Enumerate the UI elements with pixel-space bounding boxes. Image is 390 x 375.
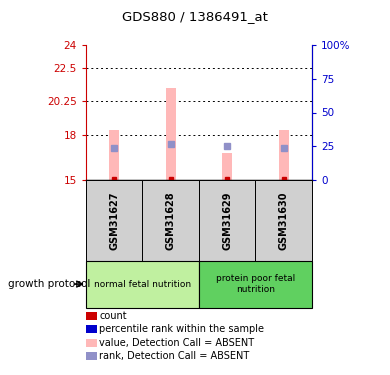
FancyBboxPatch shape	[255, 180, 312, 261]
Bar	[165, 88, 176, 180]
FancyBboxPatch shape	[142, 180, 199, 261]
Bar	[222, 153, 232, 180]
Text: value, Detection Call = ABSENT: value, Detection Call = ABSENT	[99, 338, 255, 348]
Text: GSM31629: GSM31629	[222, 191, 232, 250]
Text: percentile rank within the sample: percentile rank within the sample	[99, 324, 264, 334]
Bar	[109, 130, 119, 180]
Text: GDS880 / 1386491_at: GDS880 / 1386491_at	[122, 10, 268, 23]
Text: growth protocol: growth protocol	[8, 279, 90, 289]
Text: protein poor fetal
nutrition: protein poor fetal nutrition	[216, 274, 295, 294]
Text: count: count	[99, 311, 127, 321]
FancyBboxPatch shape	[199, 180, 255, 261]
FancyBboxPatch shape	[86, 180, 142, 261]
Text: GSM31627: GSM31627	[109, 191, 119, 250]
Text: normal fetal nutrition: normal fetal nutrition	[94, 280, 191, 289]
Text: rank, Detection Call = ABSENT: rank, Detection Call = ABSENT	[99, 351, 250, 361]
Text: GSM31630: GSM31630	[279, 191, 289, 250]
Text: GSM31628: GSM31628	[166, 191, 176, 250]
Bar	[278, 130, 289, 180]
FancyBboxPatch shape	[199, 261, 312, 308]
FancyBboxPatch shape	[86, 261, 199, 308]
